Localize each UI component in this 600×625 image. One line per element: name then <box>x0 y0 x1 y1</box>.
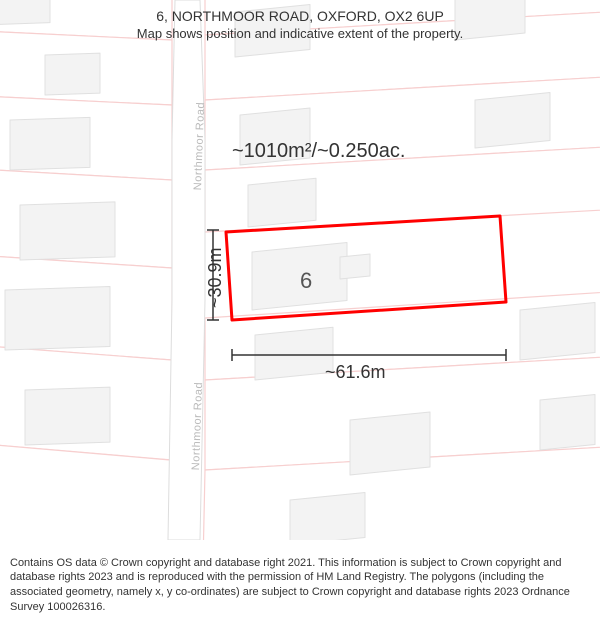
building <box>340 254 370 279</box>
building <box>290 493 365 541</box>
building <box>10 117 90 170</box>
building <box>520 303 595 361</box>
plot-number-label: 6 <box>300 268 312 294</box>
building <box>20 202 115 260</box>
width-dimension-label: ~61.6m <box>325 362 386 383</box>
building <box>540 395 595 451</box>
building <box>475 93 550 149</box>
building <box>5 287 110 351</box>
building <box>45 53 100 95</box>
height-dimension-label: ~30.9m <box>205 247 226 308</box>
building <box>350 412 430 475</box>
map-title: 6, NORTHMOOR ROAD, OXFORD, OX2 6UP <box>0 8 600 24</box>
map-header: 6, NORTHMOOR ROAD, OXFORD, OX2 6UP Map s… <box>0 8 600 41</box>
area-annotation: ~1010m²/~0.250ac. <box>232 140 405 163</box>
map-attribution: Contains OS data © Crown copyright and d… <box>0 548 600 625</box>
building <box>255 327 333 380</box>
map-subtitle: Map shows position and indicative extent… <box>0 26 600 41</box>
building <box>248 178 316 227</box>
building <box>25 387 110 445</box>
